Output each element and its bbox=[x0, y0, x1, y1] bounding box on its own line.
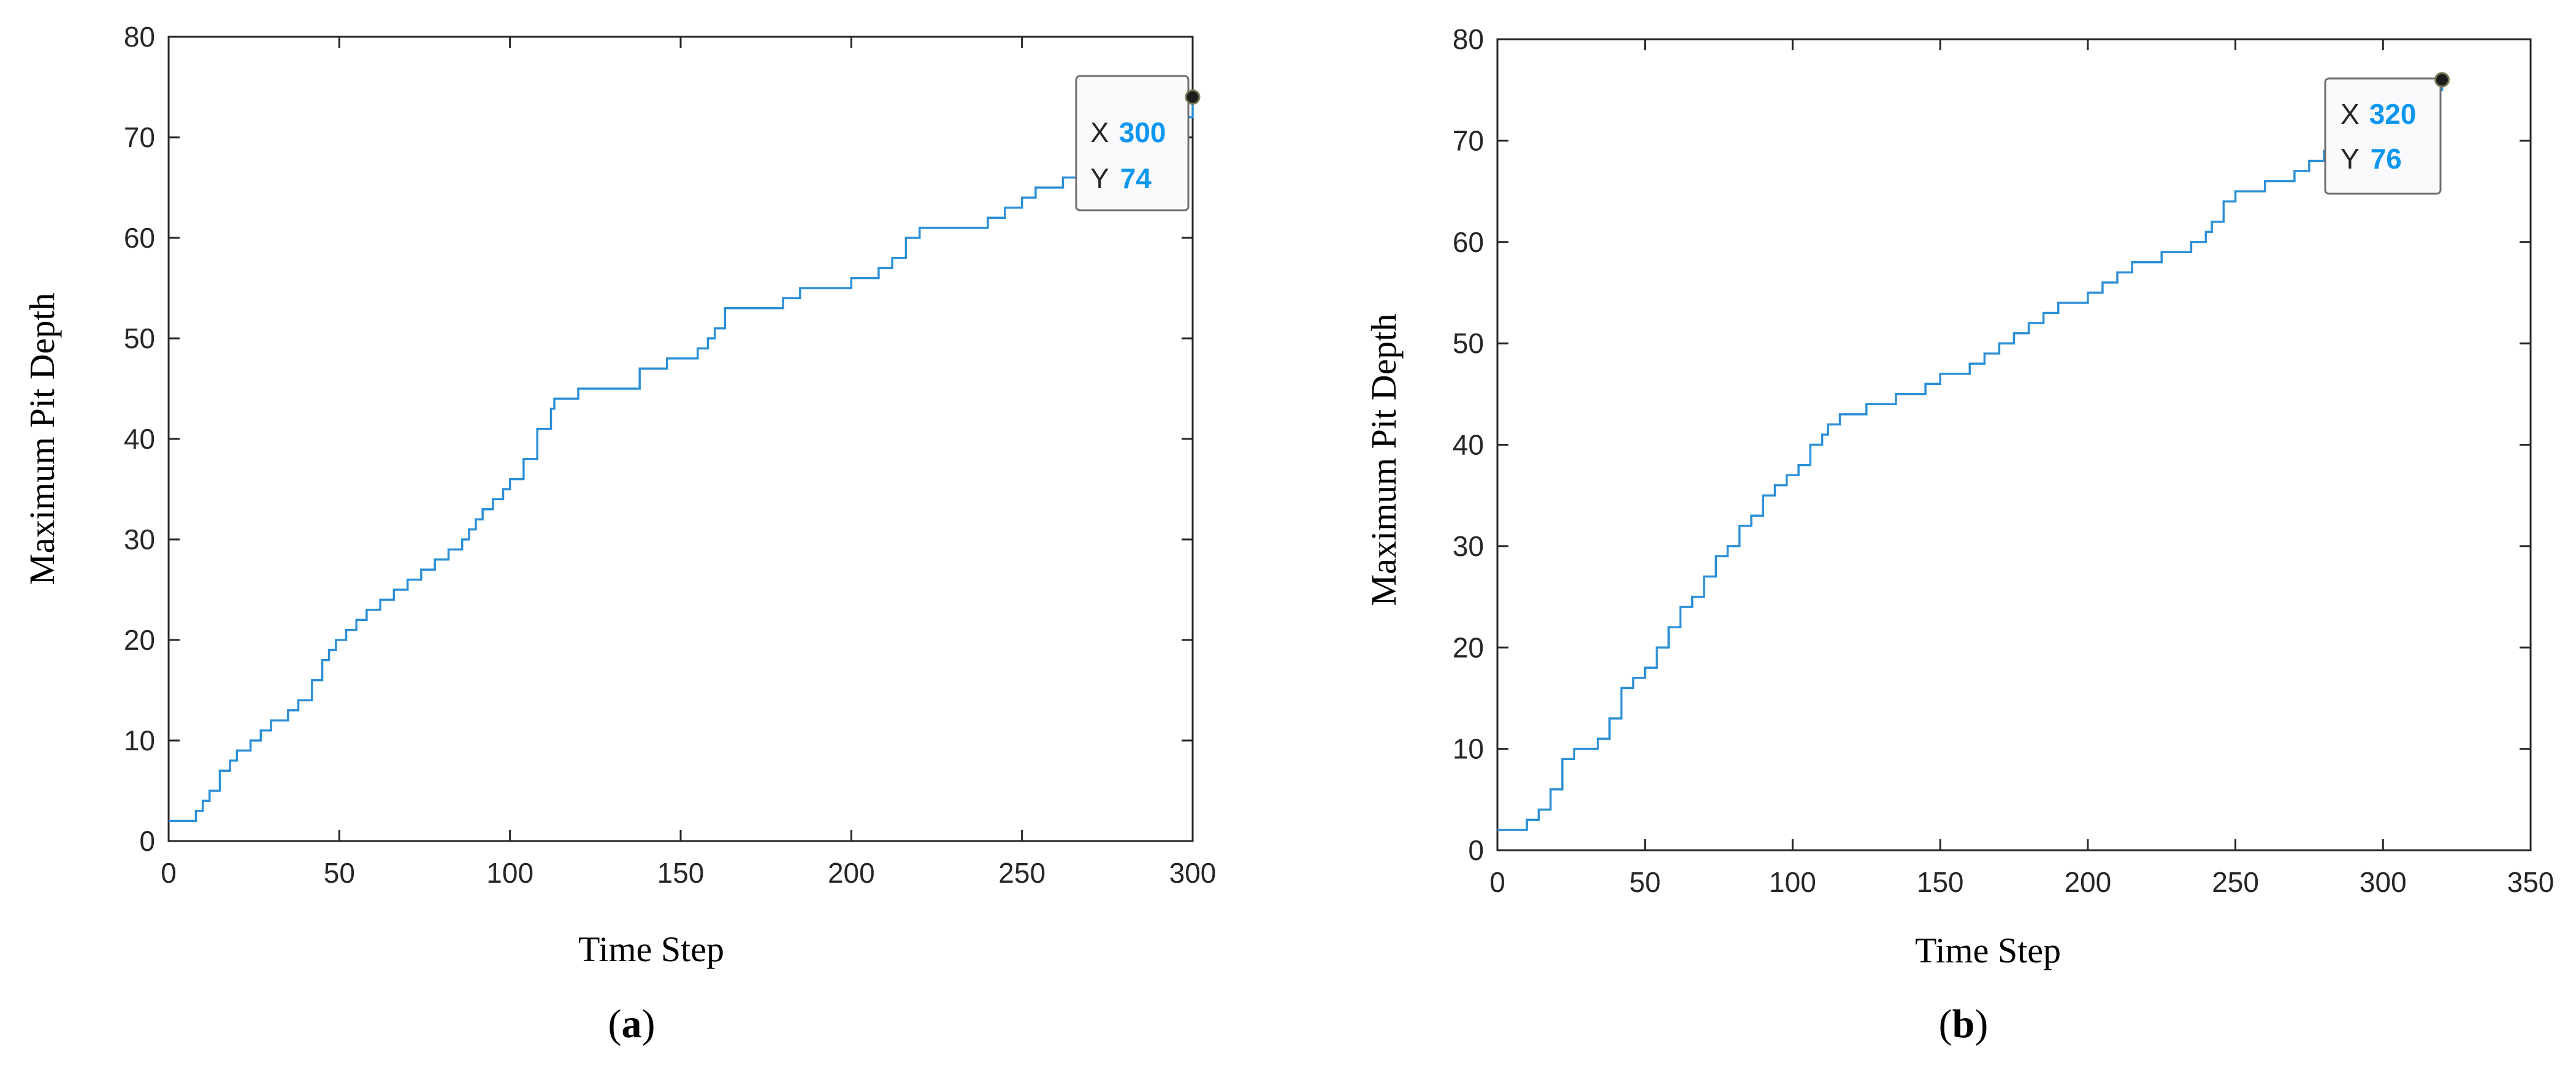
x-tick-label: 250 bbox=[2212, 866, 2259, 898]
x-tick-label: 100 bbox=[486, 857, 533, 889]
data-tip: X 320 Y 76 bbox=[2324, 72, 2450, 195]
x-axis-title: Time Step bbox=[1915, 931, 2061, 970]
data-tip-marker bbox=[2434, 72, 2450, 88]
y-tick-label: 10 bbox=[1453, 733, 1484, 765]
x-tick-label: 50 bbox=[1629, 866, 1661, 898]
x-tick-label: 350 bbox=[2507, 866, 2555, 898]
data-tip-x-value: 320 bbox=[2369, 98, 2417, 130]
x-tick-label: 250 bbox=[998, 857, 1045, 889]
y-tick-label: 70 bbox=[124, 121, 155, 153]
chart-panel-b: 0 50 100 150 200 250 300 350 01020304050607080 … bbox=[1364, 23, 2554, 1046]
data-tip-x-label: X bbox=[1090, 116, 1109, 148]
data-tip-x-label: X bbox=[2341, 98, 2360, 130]
y-axis-title: Maximum Pit Depth bbox=[1364, 314, 1404, 606]
data-tip-x-value: 300 bbox=[1119, 116, 1166, 148]
y-tick-label: 70 bbox=[1453, 124, 1484, 156]
y-tick-label: 0 bbox=[139, 825, 155, 857]
x-tick-label: 100 bbox=[1769, 866, 1816, 898]
data-tip-box bbox=[1075, 75, 1190, 211]
data-tip-box bbox=[2324, 77, 2442, 195]
y-tick-label: 60 bbox=[1453, 226, 1484, 258]
series-line bbox=[1497, 80, 2444, 831]
x-tick-label: 150 bbox=[1917, 866, 1964, 898]
x-tick-label: 0 bbox=[161, 857, 177, 889]
panel-letter: a bbox=[622, 1002, 642, 1046]
x-axis: 0 50 100 150 200 250 300 bbox=[161, 37, 1216, 889]
x-tick-label: 300 bbox=[1169, 857, 1217, 889]
plot-area bbox=[167, 36, 1194, 842]
data-tip-y-value: 74 bbox=[1120, 162, 1152, 194]
y-tick-label: 20 bbox=[124, 624, 155, 656]
x-tick-label: 300 bbox=[2360, 866, 2407, 898]
panel-label: (a) bbox=[608, 1002, 655, 1046]
chart-panel-a: 0 50 100 150 200 250 300 0 10 20 30 40 50 60 70 80 X 30… bbox=[22, 21, 1216, 1046]
series-line bbox=[169, 97, 1194, 822]
panel-letter: b bbox=[1952, 1002, 1975, 1046]
data-tip-y-value: 76 bbox=[2371, 143, 2402, 175]
y-tick-label: 50 bbox=[124, 322, 155, 354]
y-tick-label: 40 bbox=[1453, 429, 1484, 461]
data-tip-y-label: Y bbox=[1090, 162, 1109, 194]
y-tick-label: 10 bbox=[124, 725, 155, 756]
data-tip-marker bbox=[1185, 89, 1201, 105]
data-tip-y-label: Y bbox=[2341, 143, 2360, 175]
x-tick-label: 150 bbox=[657, 857, 705, 889]
x-tick-label: 50 bbox=[324, 857, 355, 889]
y-tick-label: 80 bbox=[124, 21, 155, 53]
y-tick-label: 30 bbox=[1453, 530, 1484, 562]
y-axis-title: Maximum Pit Depth bbox=[22, 293, 62, 585]
y-axis: 0 10 20 30 40 50 60 70 80 bbox=[1453, 23, 2531, 866]
x-tick-label: 0 bbox=[1489, 866, 1505, 898]
x-tick-label: 200 bbox=[2064, 866, 2111, 898]
y-tick-label: 40 bbox=[124, 423, 155, 455]
x-axis-title: Time Step bbox=[578, 929, 724, 969]
svg-text:Y74: Y 74 bbox=[1090, 162, 1152, 194]
data-tip: X 300 Y 74 bbox=[1075, 75, 1201, 211]
y-axis: 0 10 20 30 40 50 60 70 80 bbox=[124, 21, 1193, 857]
y-tick-label: 60 bbox=[124, 222, 155, 254]
x-axis: 0 50 100 150 200 250 300 350 bbox=[1489, 39, 2554, 898]
y-tick-label: 20 bbox=[1453, 631, 1484, 663]
y-tick-label: 50 bbox=[1453, 327, 1484, 359]
svg-text:Y76: Y 76 bbox=[2341, 143, 2402, 175]
panel-label: (b) bbox=[1939, 1002, 1989, 1046]
y-tick-label: 30 bbox=[124, 523, 155, 555]
y-tick-label: 80 bbox=[1453, 23, 1484, 55]
y-tick-label: 0 bbox=[1468, 834, 1484, 866]
x-tick-label: 200 bbox=[828, 857, 875, 889]
